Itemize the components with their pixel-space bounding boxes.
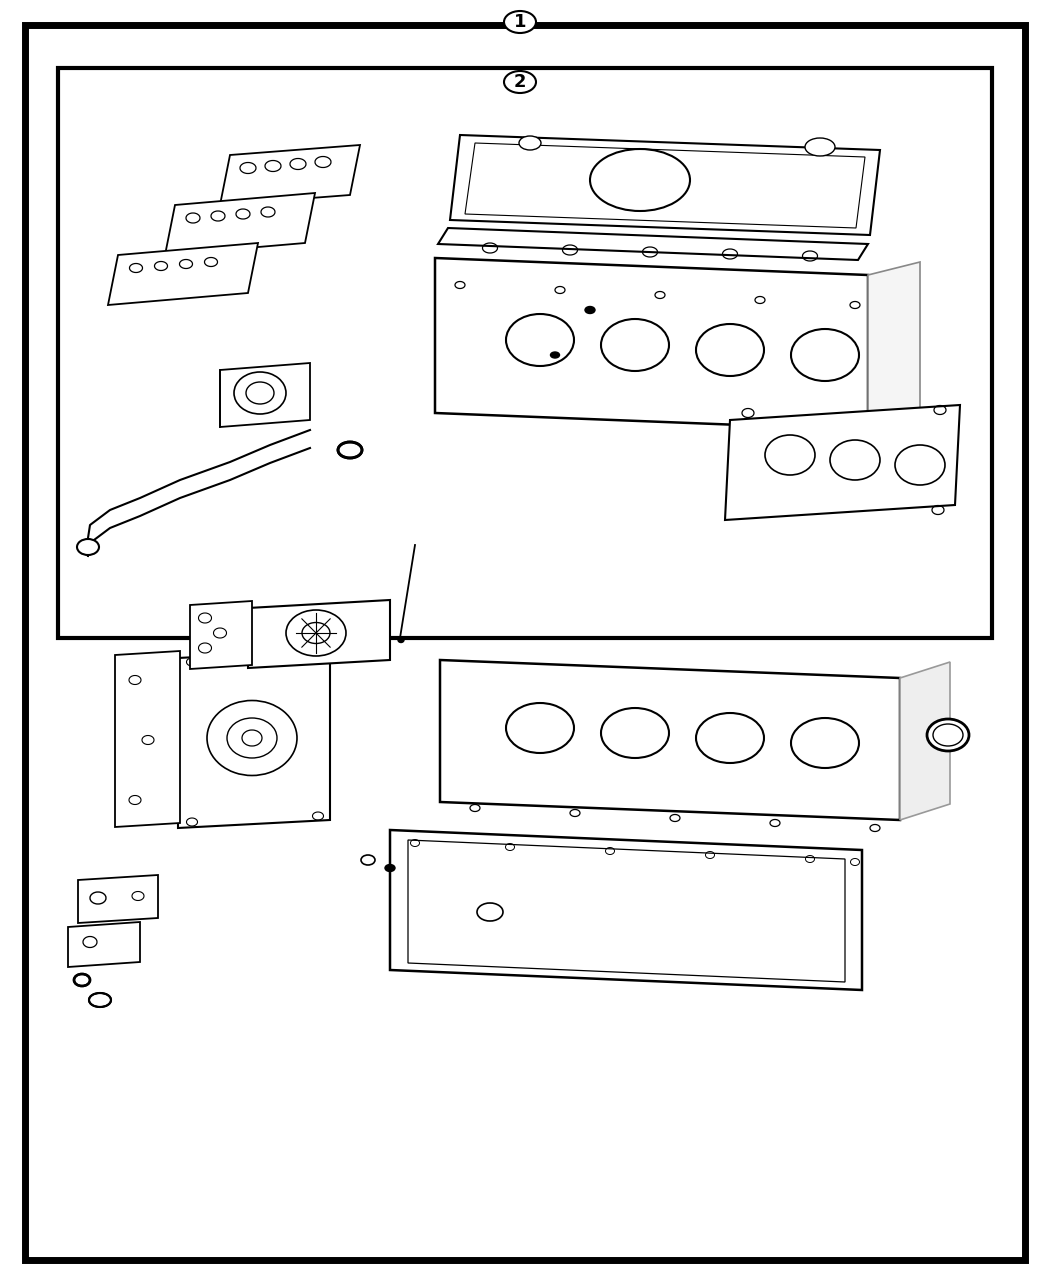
Ellipse shape xyxy=(506,314,574,366)
Ellipse shape xyxy=(791,329,859,381)
Polygon shape xyxy=(390,830,862,989)
Text: 1: 1 xyxy=(513,13,526,31)
Ellipse shape xyxy=(74,974,90,986)
Polygon shape xyxy=(868,261,920,430)
Polygon shape xyxy=(248,601,390,668)
Polygon shape xyxy=(440,660,900,820)
Polygon shape xyxy=(108,244,258,305)
Ellipse shape xyxy=(77,539,99,555)
Ellipse shape xyxy=(519,136,541,150)
Polygon shape xyxy=(438,228,868,260)
Ellipse shape xyxy=(89,993,111,1007)
Text: 2: 2 xyxy=(513,73,526,91)
Ellipse shape xyxy=(590,149,690,210)
Ellipse shape xyxy=(601,319,669,371)
Ellipse shape xyxy=(927,719,969,751)
Polygon shape xyxy=(68,922,140,966)
Polygon shape xyxy=(165,193,315,255)
Polygon shape xyxy=(116,652,180,827)
Polygon shape xyxy=(900,662,950,820)
Polygon shape xyxy=(435,258,868,430)
Ellipse shape xyxy=(385,864,395,872)
Ellipse shape xyxy=(338,442,362,458)
Ellipse shape xyxy=(504,71,536,93)
Ellipse shape xyxy=(504,11,536,33)
Polygon shape xyxy=(78,875,158,923)
Ellipse shape xyxy=(805,138,835,156)
Polygon shape xyxy=(724,405,960,520)
Ellipse shape xyxy=(696,324,764,376)
Polygon shape xyxy=(465,143,865,228)
Polygon shape xyxy=(178,650,330,827)
Ellipse shape xyxy=(550,352,560,358)
Ellipse shape xyxy=(585,306,595,314)
Polygon shape xyxy=(220,145,360,205)
Bar xyxy=(58,68,992,638)
Ellipse shape xyxy=(398,638,404,643)
Polygon shape xyxy=(450,135,880,235)
Ellipse shape xyxy=(361,856,375,864)
Polygon shape xyxy=(408,840,845,982)
Polygon shape xyxy=(220,363,310,427)
Polygon shape xyxy=(190,601,252,669)
